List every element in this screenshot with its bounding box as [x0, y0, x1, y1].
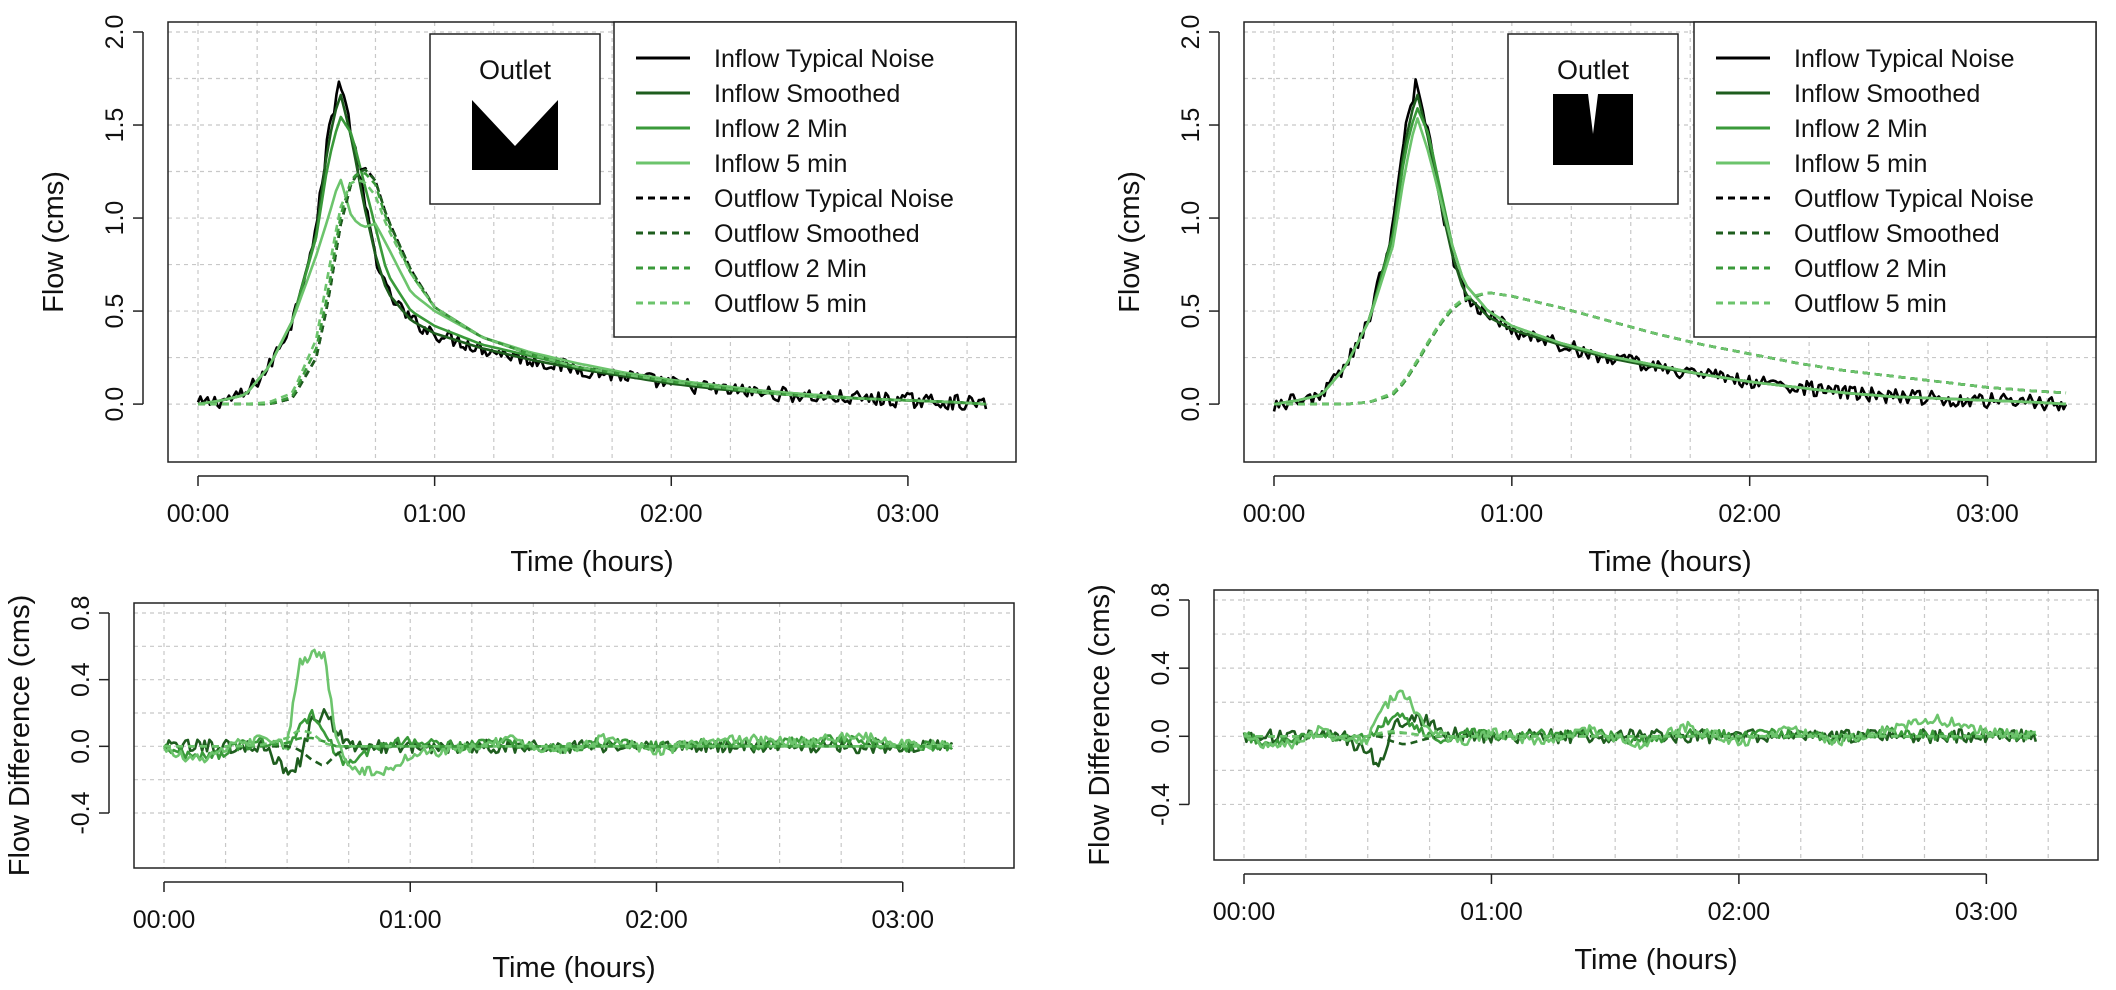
x-tick-label: 03:00: [1956, 500, 2019, 528]
chart-right_bottom: -0.4 0.0 0.4 0.8 Flow Difference (cms) 00:00 0…: [1084, 583, 2099, 976]
outlet-inset-box: [1507, 33, 1679, 205]
legend-entry: Outflow Smoothed: [1794, 220, 2000, 248]
x-tick-label: 03:00: [877, 500, 940, 528]
legend-entry: Inflow Typical Noise: [1794, 45, 2014, 73]
series-line-inflow-5-min: [1243, 689, 2036, 750]
x-axis-label: Time (hours): [492, 952, 655, 984]
x-tick-label: 02:00: [1708, 898, 1771, 926]
legend-entry: Inflow Smoothed: [1794, 80, 1980, 108]
chart-left_bottom: -0.4 0.0 0.4 0.8 Flow Difference (cms) 00:00 0…: [4, 595, 1015, 984]
legend-entry: Inflow 5 min: [714, 150, 847, 178]
legend-entry: Outflow 2 Min: [1794, 255, 1947, 283]
x-tick-label: 00:00: [1243, 500, 1306, 528]
x-tick-label: 02:00: [640, 500, 703, 528]
x-tick-label: 02:00: [1718, 500, 1781, 528]
y-tick-label: 1.5: [101, 108, 129, 143]
outlet-inset-box: [429, 33, 601, 205]
y-axis-label: Flow Difference (cms): [4, 595, 36, 876]
x-tick-label: 03:00: [1955, 898, 2018, 926]
y-tick-label: 0.0: [1177, 387, 1205, 422]
x-tick-label: 01:00: [379, 906, 442, 934]
y-axis-label: Flow (cms): [38, 171, 70, 313]
y-tick-label: 1.0: [101, 201, 129, 236]
y-tick-label: 0.0: [1147, 719, 1175, 754]
v-notch-weir-icon: [1553, 94, 1633, 165]
x-axis-label: Time (hours): [1588, 546, 1751, 578]
y-tick-label: 2.0: [1177, 15, 1205, 50]
legend-entry: Outflow 5 min: [1794, 290, 1947, 318]
plot-frame: [133, 602, 1015, 869]
y-tick-label: -0.4: [67, 791, 95, 834]
y-tick-label: 0.4: [67, 662, 95, 697]
legend-entry: Inflow 2 Min: [1794, 115, 1927, 143]
outlet-inset-title: Outlet: [1557, 55, 1630, 85]
y-tick-label: 0.8: [67, 596, 95, 631]
y-tick-label: 0.5: [1177, 294, 1205, 329]
x-tick-label: 03:00: [871, 906, 934, 934]
x-axis-label: Time (hours): [510, 546, 673, 578]
series-line-inflow-5-min: [1273, 117, 2067, 406]
legend-entry: Outflow 2 Min: [714, 255, 867, 283]
y-tick-label: 0.4: [1147, 651, 1175, 686]
y-tick-label: 0.8: [1147, 583, 1175, 618]
y-tick-label: 1.0: [1177, 201, 1205, 236]
legend-entry: Inflow 2 Min: [714, 115, 847, 143]
legend-entry: Outflow 5 min: [714, 290, 867, 318]
y-tick-label: 1.5: [1177, 108, 1205, 143]
chart-left_top: 0.0 0.5 1.0 1.5 2.0 Flow (cms) 00:00 01:00 02:00…: [38, 15, 1017, 578]
series-line-inflow-typical-noise: [196, 80, 988, 411]
x-axis-label: Time (hours): [1574, 944, 1737, 976]
x-tick-label: 00:00: [167, 500, 230, 528]
legend-entry: Inflow Smoothed: [714, 80, 900, 108]
outlet-inset-title: Outlet: [479, 55, 552, 85]
legend-entry: Inflow Typical Noise: [714, 45, 934, 73]
plot-frame: [1213, 589, 2099, 861]
series-line-outflow-5-min: [1244, 729, 2036, 738]
series-line-outflow-5-min: [164, 728, 952, 748]
legend-box: [613, 21, 1017, 338]
x-tick-label: 02:00: [625, 906, 688, 934]
v-notch-weir-icon: [472, 100, 558, 170]
x-tick-label: 01:00: [403, 500, 466, 528]
legend-box: [1693, 21, 2097, 338]
y-axis-label: Flow Difference (cms): [1084, 584, 1116, 865]
chart-right_top: 0.0 0.5 1.0 1.5 2.0 Flow (cms) 00:00 01:00 02:00…: [1114, 15, 2097, 578]
x-tick-label: 01:00: [1460, 898, 1523, 926]
y-tick-label: 0.0: [101, 387, 129, 422]
x-tick-label: 00:00: [1213, 898, 1276, 926]
x-tick-label: 00:00: [133, 906, 196, 934]
y-tick-label: 0.5: [101, 294, 129, 329]
y-tick-label: -0.4: [1147, 783, 1175, 826]
x-tick-label: 01:00: [1481, 500, 1544, 528]
legend-entry: Inflow 5 min: [1794, 150, 1927, 178]
legend-entry: Outflow Typical Noise: [1794, 185, 2034, 213]
series-line-outflow-2-min: [198, 171, 987, 406]
legend-entry: Outflow Smoothed: [714, 220, 920, 248]
series-line-inflow-2-min: [163, 708, 954, 767]
y-axis-label: Flow (cms): [1114, 171, 1146, 313]
y-tick-label: 2.0: [101, 15, 129, 50]
legend-entry: Outflow Typical Noise: [714, 185, 954, 213]
y-tick-label: 0.0: [67, 729, 95, 764]
